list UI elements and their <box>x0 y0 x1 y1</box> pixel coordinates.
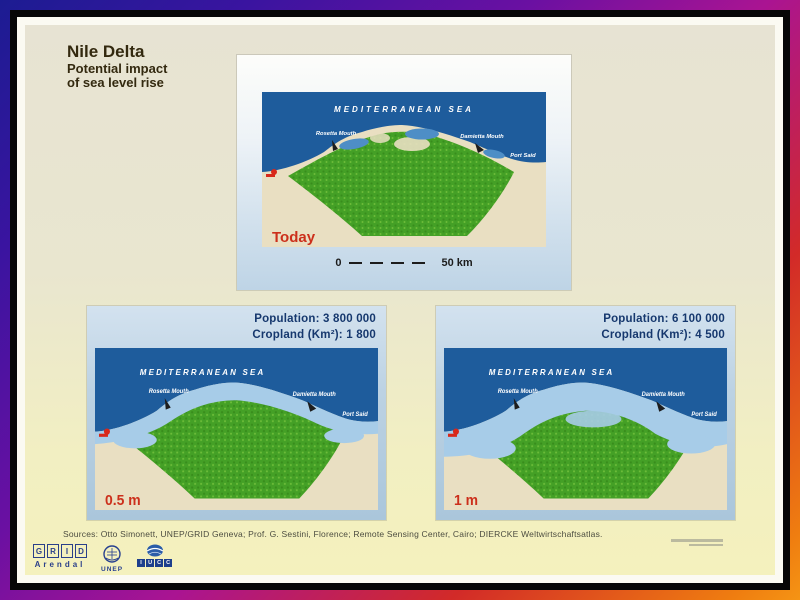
panel-one-meter: Population: 6 100 000 Cropland (Km²): 4 … <box>436 306 735 520</box>
sea-label: MEDITERRANEAN SEA <box>140 368 266 377</box>
slide-content: Nile Delta Potential impact of sea level… <box>25 25 775 575</box>
damietta-mouth-label: Damietta Mouth <box>642 392 686 398</box>
scale-bar: 0 50 km <box>237 257 571 269</box>
map-half-meter: MEDITERRANEAN SEA Rosetta Mouth Damietta… <box>95 348 378 510</box>
cropland-value: Cropland (Km²): 4 500 <box>601 329 725 341</box>
scale-line <box>349 262 434 264</box>
damietta-mouth-label: Damietta Mouth <box>460 134 504 140</box>
flooded-area-patch <box>463 437 516 459</box>
flooded-area-patch <box>565 410 622 428</box>
cropland-texture <box>288 131 514 236</box>
fine-print <box>671 539 723 546</box>
panel-half-meter: Population: 3 800 000 Cropland (Km²): 1 … <box>87 306 386 520</box>
sea-label: MEDITERRANEAN SEA <box>334 105 474 114</box>
delta-map-one: MEDITERRANEAN SEA Rosetta Mouth Damietta… <box>444 348 727 510</box>
fine-print-line <box>689 543 723 546</box>
iucc-globe-icon <box>146 544 163 557</box>
coastal-sand-patch <box>394 137 430 151</box>
scenario-label: 1 m <box>454 492 478 508</box>
panel-today: MEDITERRANEAN SEA Rosetta Mouth Damietta… <box>237 55 571 290</box>
population-value: Population: 6 100 000 <box>603 313 725 325</box>
iucc-letter-box: C <box>155 559 164 567</box>
unep-logo-text: UNEP <box>101 566 124 573</box>
rosetta-mouth-mark <box>164 398 171 410</box>
coastal-sand-patch <box>370 133 390 143</box>
sea-label: MEDITERRANEAN SEA <box>489 368 615 377</box>
rosetta-mouth-label: Rosetta Mouth <box>498 389 538 395</box>
population-value: Population: 3 800 000 <box>254 313 376 325</box>
iucc-letter-box: U <box>146 559 155 567</box>
grid-logo-name: Arendal <box>34 560 86 569</box>
damietta-mouth-mark <box>475 143 484 153</box>
stats-one-meter: Population: 6 100 000 Cropland (Km²): 4 … <box>601 311 725 343</box>
sources-text: Sources: Otto Simonett, UNEP/GRID Geneva… <box>63 529 603 539</box>
flooded-area-overlay <box>444 382 727 457</box>
cropland-value: Cropland (Km²): 1 800 <box>252 329 376 341</box>
title-line-1: Nile Delta <box>67 42 145 61</box>
rosetta-mouth-label: Rosetta Mouth <box>149 389 189 395</box>
lagoon <box>339 138 369 150</box>
slide-title: Nile Delta Potential impact of sea level… <box>67 42 167 91</box>
alexandria-marker <box>271 169 277 175</box>
rosetta-mouth-label: Rosetta Mouth <box>316 131 357 137</box>
map-one-meter: MEDITERRANEAN SEA Rosetta Mouth Damietta… <box>444 348 727 510</box>
rosetta-mouth-mark <box>513 398 520 410</box>
unep-emblem-icon <box>103 545 121 563</box>
map-today: MEDITERRANEAN SEA Rosetta Mouth Damietta… <box>262 92 546 247</box>
alexandria-marker <box>98 433 108 437</box>
iucc-letter-box: C <box>164 559 173 567</box>
port-said-label: Port Said <box>510 153 536 159</box>
scenario-label: Today <box>272 229 316 246</box>
flooded-area-patch <box>667 434 716 454</box>
alexandria-marker <box>266 174 275 177</box>
grid-letter-box: I <box>61 544 73 558</box>
fine-print-line <box>671 539 723 542</box>
flooded-area-patch <box>112 431 157 449</box>
unep-logo: UNEP <box>101 544 123 573</box>
port-said-label: Port Said <box>691 412 717 418</box>
grid-letter-box: R <box>47 544 59 558</box>
scale-zero-label: 0 <box>335 257 342 269</box>
flooded-area-patch <box>324 428 365 444</box>
damietta-mouth-label: Damietta Mouth <box>293 392 337 398</box>
delta-map-today: MEDITERRANEAN SEA Rosetta Mouth Damietta… <box>262 92 546 247</box>
iucc-letter-box: I <box>137 559 146 567</box>
scenario-label: 0.5 m <box>105 492 141 508</box>
alexandria-marker <box>103 428 110 435</box>
rosetta-mouth-mark <box>332 140 338 151</box>
grid-letter-box: D <box>75 544 87 558</box>
lagoon <box>405 128 439 140</box>
delta-map-half: MEDITERRANEAN SEA Rosetta Mouth Damietta… <box>95 348 378 510</box>
alexandria-marker <box>447 433 457 437</box>
grid-letter-box: G <box>33 544 45 558</box>
title-line-2: Potential impact <box>67 60 168 76</box>
stats-half-meter: Population: 3 800 000 Cropland (Km²): 1 … <box>252 311 376 343</box>
port-said-label: Port Said <box>342 412 368 418</box>
lagoon <box>483 149 505 159</box>
title-line-3: of sea level rise <box>67 75 164 91</box>
scale-km-label: 50 km <box>441 257 473 269</box>
alexandria-marker <box>452 428 459 435</box>
